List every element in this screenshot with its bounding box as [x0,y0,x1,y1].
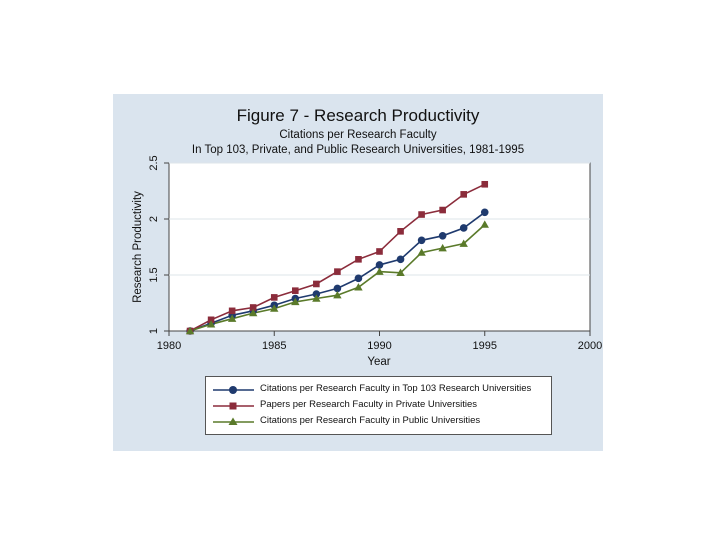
data-point [249,308,258,317]
data-point [481,180,489,188]
data-point [355,256,362,263]
data-point [396,268,405,276]
data-point [312,290,321,298]
data-point [292,287,299,294]
legend-label: Citations per Research Faculty in Top 10… [260,383,532,394]
x-axis-label: Year [367,356,390,368]
data-point [206,320,216,328]
data-point [376,248,383,255]
legend-item: Citations per Research Faculty in Public… [206,414,551,430]
data-point [480,220,489,228]
data-point [354,274,363,283]
data-point [270,304,279,312]
chart-panel: Figure 7 - Research Productivity Citatio… [113,94,603,451]
data-point [375,267,384,275]
data-point [227,314,237,322]
data-point [185,326,195,335]
data-point [207,316,215,324]
data-point [313,280,320,288]
data-point [375,261,384,269]
legend-label: Citations per Research Faculty in Public… [260,415,481,426]
chart-title: Figure 7 - Research Productivity [236,106,480,125]
chart-subtitle-line-1: Citations per Research Faculty [279,129,437,141]
data-point [480,208,489,217]
legend-marker-circle [213,386,254,394]
legend-marker-square [213,402,254,410]
data-point [439,206,446,214]
legend-item: Citations per Research Faculty in Top 10… [206,382,551,398]
y-tick-label: 1 [148,328,160,334]
x-tick-label: 2000 [578,340,602,352]
legend-label: Papers per Research Faculty in Private U… [260,399,478,410]
data-point [333,284,342,293]
legend-item: Papers per Research Faculty in Private U… [206,398,551,414]
x-tick-label: 1995 [473,340,497,352]
chart-subtitle-line-2: In Top 103, Private, and Public Research… [191,144,525,156]
x-tick-label: 1990 [367,340,391,352]
data-point [312,294,321,302]
data-point [418,211,425,218]
data-point [249,304,257,311]
y-tick-label: 2 [148,216,160,222]
data-point [354,283,363,291]
y-tick-label: 1.5 [148,267,160,282]
data-point [397,228,404,235]
data-point [228,307,236,315]
data-point [417,248,426,256]
y-tick-label: 2.5 [148,155,160,170]
data-point [417,236,426,245]
legend-marker-triangle [213,417,254,425]
data-point [459,239,468,247]
chart-legend: Citations per Research Faculty in Top 10… [205,376,552,435]
plot-area [168,162,591,332]
line-chart: 1 1.5 2 2.5 1980 1985 1990 1995 2000 Research P… [132,155,602,368]
y-axis-label: Research Productivity [132,191,144,303]
data-point [459,224,468,232]
data-point [396,255,405,264]
data-point [460,191,467,198]
data-point [291,297,300,306]
data-point [334,268,341,275]
data-point [333,290,342,299]
data-point [438,232,447,240]
x-tick-label: 1985 [262,340,286,352]
x-tick-label: 1980 [157,340,181,352]
data-point [270,294,278,301]
data-point [438,243,447,252]
